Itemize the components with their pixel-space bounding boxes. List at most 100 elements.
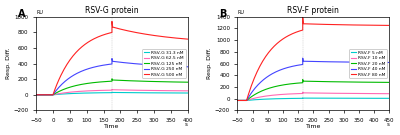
RSV-G 31.3 nM (124, 92, 128, 93)
RSV-G 31.3 nM (110, 91, 114, 93)
RSV-G 31.3 nM (34, 94, 38, 96)
X-axis label: Time: Time (104, 124, 120, 129)
RSV-F 10 nM (387, 93, 392, 94)
RSV-G 62.5 nM (158, 90, 163, 91)
Title: RSV-F protein: RSV-F protein (288, 6, 339, 15)
Text: B: B (219, 9, 227, 19)
RSV-G 125 nM (124, 80, 128, 81)
RSV-F 20 nM (285, 83, 290, 85)
RSV-F 10 nM (238, 100, 243, 101)
RSV-G 31.3 nM (78, 92, 82, 94)
RSV-F 40 nM (285, 67, 290, 68)
RSV-F 40 nM (235, 100, 240, 101)
RSV-G 500 nM (110, 21, 114, 22)
RSV-G 250 nM (78, 71, 82, 73)
RSV-G 125 nM (43, 94, 48, 96)
RSV-G 500 nM (78, 48, 82, 49)
Text: RU: RU (36, 10, 43, 15)
RSV-G 500 nM (124, 30, 128, 31)
RSV-G 500 nM (94, 37, 98, 39)
RSV-F 40 nM (238, 100, 243, 101)
Line: RSV-G 125 nM: RSV-G 125 nM (36, 79, 188, 95)
RSV-F 80 nM (285, 35, 290, 37)
RSV-F 5 nM (240, 100, 245, 101)
RSV-F 20 nM (238, 100, 243, 101)
RSV-G 250 nM (94, 66, 98, 68)
RSV-G 500 nM (40, 94, 44, 96)
RSV-G 125 nM (40, 94, 44, 96)
RSV-G 62.5 nM (40, 94, 44, 96)
RSV-G 62.5 nM (110, 89, 114, 90)
RSV-F 5 nM (316, 97, 321, 99)
RSV-F 10 nM (270, 94, 275, 96)
RSV-F 10 nM (355, 93, 360, 94)
RSV-G 250 nM (158, 65, 163, 66)
RSV-F 5 nM (285, 98, 290, 99)
RSV-F 20 nM (355, 81, 360, 83)
RSV-F 5 nM (300, 97, 305, 99)
RSV-F 20 nM (300, 79, 305, 80)
RSV-F 20 nM (240, 100, 245, 101)
RSV-G 125 nM (78, 84, 82, 85)
RSV-G 62.5 nM (124, 89, 128, 91)
RSV-F 40 nM (387, 62, 392, 63)
X-axis label: Time: Time (306, 124, 321, 129)
RSV-G 250 nM (124, 62, 128, 64)
RSV-G 62.5 nM (94, 90, 98, 91)
RSV-F 80 nM (270, 47, 275, 49)
RSV-G 500 nM (43, 94, 48, 96)
RSV-G 500 nM (186, 38, 190, 40)
Y-axis label: Resp. Diff.: Resp. Diff. (6, 48, 10, 79)
RSV-F 80 nM (300, 17, 305, 18)
RSV-F 40 nM (240, 100, 245, 101)
Line: RSV-G 62.5 nM: RSV-G 62.5 nM (36, 89, 188, 95)
RSV-F 5 nM (238, 100, 243, 101)
RSV-F 40 nM (355, 61, 360, 63)
RSV-F 40 nM (300, 57, 305, 59)
RSV-G 62.5 nM (186, 90, 190, 92)
RSV-F 80 nM (240, 100, 245, 101)
RSV-G 125 nM (186, 81, 190, 83)
RSV-G 62.5 nM (78, 91, 82, 92)
Legend: RSV-G 31.3 nM, RSV-G 62.5 nM, RSV-G 125 nM, RSV-G 250 nM, RSV-G 500 nM: RSV-G 31.3 nM, RSV-G 62.5 nM, RSV-G 125 … (142, 49, 186, 78)
RSV-F 20 nM (270, 87, 275, 88)
Line: RSV-F 10 nM: RSV-F 10 nM (238, 92, 389, 100)
RSV-F 10 nM (285, 93, 290, 95)
RSV-G 250 nM (186, 66, 190, 68)
Line: RSV-F 5 nM: RSV-F 5 nM (238, 98, 389, 100)
Text: s: s (185, 122, 188, 127)
RSV-F 20 nM (316, 81, 321, 82)
RSV-G 125 nM (158, 81, 163, 82)
RSV-G 31.3 nM (158, 92, 163, 94)
RSV-F 40 nM (316, 61, 321, 62)
RSV-G 250 nM (110, 58, 114, 59)
RSV-F 80 nM (355, 24, 360, 26)
RSV-G 500 nM (34, 94, 38, 96)
RSV-F 5 nM (270, 98, 275, 100)
RSV-G 250 nM (34, 94, 38, 96)
RSV-G 62.5 nM (43, 94, 48, 96)
RSV-F 80 nM (238, 100, 243, 101)
RSV-G 31.3 nM (40, 94, 44, 96)
Line: RSV-F 80 nM: RSV-F 80 nM (238, 18, 389, 100)
Legend: RSV-F 5 nM, RSV-F 10 nM, RSV-F 20 nM, RSV-F 40 nM, RSV-F 80 nM: RSV-F 5 nM, RSV-F 10 nM, RSV-F 20 nM, RS… (349, 49, 387, 78)
RSV-G 250 nM (40, 94, 44, 96)
RSV-F 80 nM (316, 23, 321, 25)
RSV-G 125 nM (34, 94, 38, 96)
RSV-G 31.3 nM (43, 94, 48, 96)
RSV-F 80 nM (387, 25, 392, 26)
RSV-F 5 nM (355, 97, 360, 99)
Line: RSV-F 20 nM: RSV-F 20 nM (238, 80, 389, 100)
RSV-G 31.3 nM (186, 92, 190, 94)
Title: RSV-G protein: RSV-G protein (85, 6, 139, 15)
Text: RU: RU (238, 10, 244, 15)
RSV-F 20 nM (387, 82, 392, 83)
RSV-G 500 nM (158, 36, 163, 37)
RSV-G 31.3 nM (94, 92, 98, 94)
RSV-F 20 nM (235, 100, 240, 101)
RSV-F 10 nM (316, 92, 321, 94)
RSV-F 40 nM (270, 73, 275, 75)
RSV-G 250 nM (43, 94, 48, 96)
RSV-F 10 nM (235, 100, 240, 101)
RSV-F 10 nM (300, 91, 305, 93)
